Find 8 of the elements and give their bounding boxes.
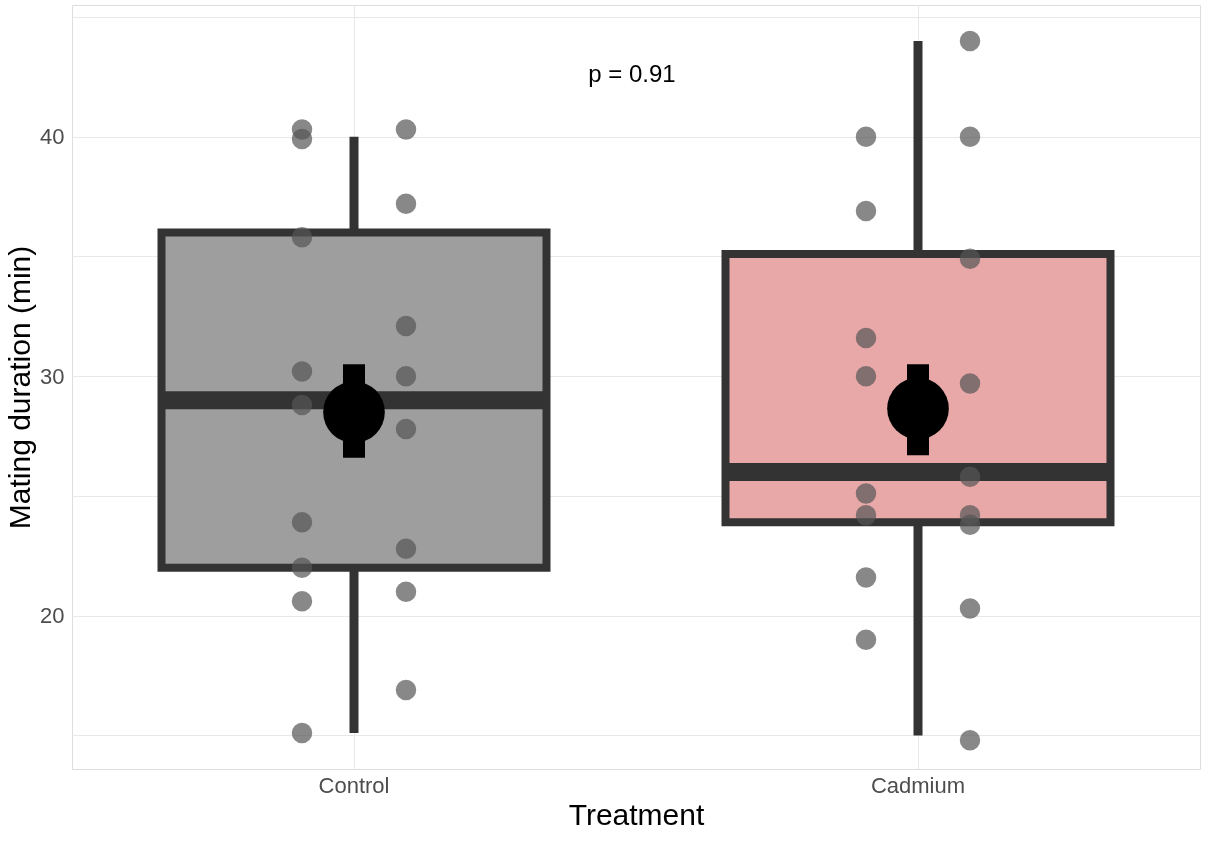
y-axis-title: Mating duration (min) [3,245,37,530]
y-tick-label: 20 [40,603,65,629]
y-tick-label: 30 [40,363,65,389]
x-tick-label: Cadmium [870,772,966,798]
y-tick-label: 40 [40,124,65,150]
x-axis-title: Treatment [568,797,705,831]
annotation: p = 0.91 [588,60,676,87]
x-tick-label: Control [318,772,390,798]
